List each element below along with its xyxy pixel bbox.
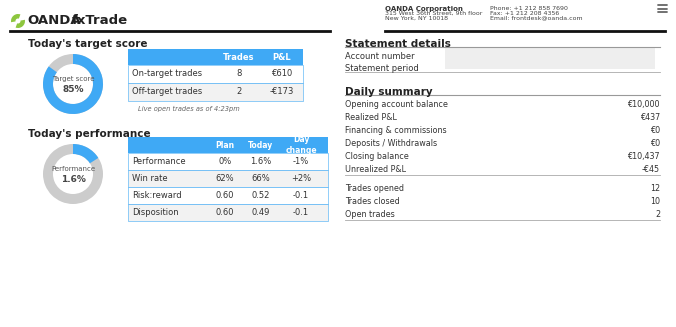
Text: 315 West 36th Street, 9th floor: 315 West 36th Street, 9th floor	[385, 11, 483, 16]
Text: P&L: P&L	[272, 53, 291, 61]
Text: 10: 10	[650, 197, 660, 206]
Text: 12: 12	[650, 184, 660, 193]
Text: On-target trades: On-target trades	[132, 70, 202, 78]
Text: €0: €0	[650, 139, 660, 148]
Text: OANDA: OANDA	[27, 14, 80, 27]
Text: 85%: 85%	[62, 85, 84, 95]
FancyBboxPatch shape	[445, 47, 655, 69]
Text: €10,437: €10,437	[627, 152, 660, 161]
Text: Live open trades as of 4:23pm: Live open trades as of 4:23pm	[138, 106, 240, 112]
Text: Closing balance: Closing balance	[345, 152, 409, 161]
Text: 0.60: 0.60	[216, 208, 235, 217]
Wedge shape	[11, 14, 20, 22]
Text: Win rate: Win rate	[132, 174, 168, 183]
Text: Plan: Plan	[216, 141, 235, 149]
Text: €0: €0	[650, 126, 660, 135]
Text: +2%: +2%	[291, 174, 311, 183]
Text: 1.6%: 1.6%	[61, 176, 85, 184]
Text: Fax: +1 212 208 4356: Fax: +1 212 208 4356	[490, 11, 559, 16]
Text: Daily summary: Daily summary	[345, 87, 433, 97]
Text: 0%: 0%	[218, 157, 232, 166]
Text: -€45: -€45	[642, 165, 660, 174]
FancyBboxPatch shape	[128, 65, 303, 83]
Text: -0.1: -0.1	[293, 191, 309, 200]
Text: fxTrade: fxTrade	[72, 14, 128, 27]
Text: Performance: Performance	[132, 157, 186, 166]
Wedge shape	[16, 20, 25, 28]
Text: 2: 2	[655, 210, 660, 219]
Text: Deposits / Withdrawals: Deposits / Withdrawals	[345, 139, 437, 148]
Text: 0.52: 0.52	[252, 191, 270, 200]
Text: -0.1: -0.1	[293, 208, 309, 217]
Text: Today's performance: Today's performance	[28, 129, 151, 139]
Text: Trades opened: Trades opened	[345, 184, 404, 193]
Text: Day
change: Day change	[285, 135, 317, 155]
FancyBboxPatch shape	[128, 137, 328, 153]
Text: €437: €437	[639, 113, 660, 122]
Text: Risk:reward: Risk:reward	[132, 191, 182, 200]
Text: Financing & commissions: Financing & commissions	[345, 126, 447, 135]
FancyBboxPatch shape	[128, 204, 328, 221]
Text: Open trades: Open trades	[345, 210, 395, 219]
Text: Realized P&L: Realized P&L	[345, 113, 397, 122]
Text: 1.6%: 1.6%	[250, 157, 272, 166]
Text: 0.49: 0.49	[252, 208, 270, 217]
Text: Disposition: Disposition	[132, 208, 178, 217]
FancyBboxPatch shape	[128, 170, 328, 187]
Text: Target score: Target score	[52, 76, 94, 82]
Text: Today's target score: Today's target score	[28, 39, 147, 49]
Text: Account number: Account number	[345, 52, 414, 61]
Text: 2: 2	[237, 88, 241, 96]
Text: -1%: -1%	[293, 157, 309, 166]
Text: 0.60: 0.60	[216, 191, 235, 200]
Text: OANDA Corporation: OANDA Corporation	[385, 6, 463, 12]
Text: -€173: -€173	[269, 88, 293, 96]
Text: 62%: 62%	[216, 174, 235, 183]
FancyBboxPatch shape	[128, 187, 328, 204]
Wedge shape	[43, 54, 103, 114]
Wedge shape	[43, 54, 103, 114]
Text: 66%: 66%	[251, 174, 270, 183]
Text: Opening account balance: Opening account balance	[345, 100, 448, 109]
Text: Phone: +1 212 858 7690: Phone: +1 212 858 7690	[490, 6, 568, 11]
Text: Performance: Performance	[51, 166, 95, 172]
Text: Trades closed: Trades closed	[345, 197, 400, 206]
FancyBboxPatch shape	[128, 153, 328, 170]
Text: New York, NY 10018: New York, NY 10018	[385, 15, 448, 21]
Text: Off-target trades: Off-target trades	[132, 88, 202, 96]
Text: Statement details: Statement details	[345, 39, 451, 49]
FancyBboxPatch shape	[128, 83, 303, 101]
Text: €10,000: €10,000	[627, 100, 660, 109]
Text: 8: 8	[237, 70, 242, 78]
Wedge shape	[73, 144, 98, 163]
Text: Today: Today	[248, 141, 274, 149]
Text: Email: frontdesk@oanda.com: Email: frontdesk@oanda.com	[490, 15, 583, 21]
Wedge shape	[43, 144, 103, 204]
Text: Statement period: Statement period	[345, 64, 418, 73]
Text: Unrealized P&L: Unrealized P&L	[345, 165, 406, 174]
Text: Trades: Trades	[223, 53, 255, 61]
Text: €610: €610	[271, 70, 292, 78]
FancyBboxPatch shape	[128, 49, 303, 65]
